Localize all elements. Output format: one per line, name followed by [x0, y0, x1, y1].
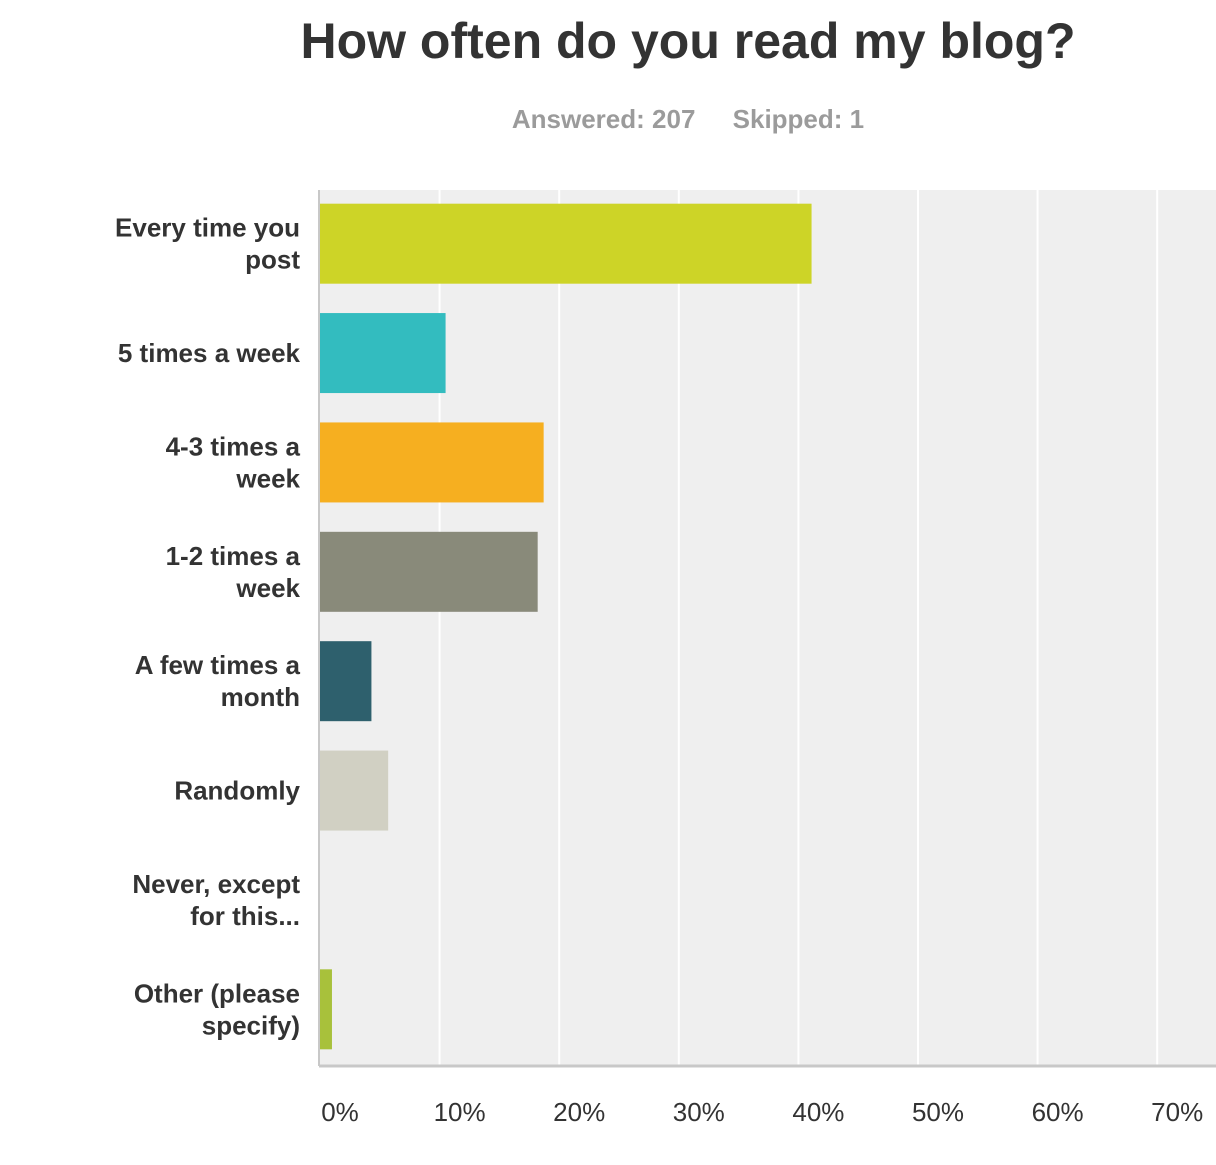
skipped-count: Skipped: 1	[732, 104, 865, 134]
plot-background	[319, 190, 1216, 1065]
x-tick-label: 30%	[673, 1097, 725, 1127]
category-label: A few times a	[135, 650, 301, 680]
category-label: Every time you	[115, 213, 300, 243]
x-tick-label: 10%	[434, 1097, 486, 1127]
gridlines	[438, 190, 1159, 1065]
category-label: Never, except	[132, 869, 300, 899]
category-label: 5 times a week	[118, 338, 301, 368]
bars	[320, 203, 812, 1050]
category-label: specify)	[202, 1010, 300, 1040]
chart-title: How often do you read my blog?	[300, 13, 1076, 69]
category-label: Randomly	[174, 776, 300, 806]
response-stats: Answered: 207 Skipped: 1	[0, 104, 1216, 135]
x-tick-label: 60%	[1032, 1097, 1084, 1127]
bar	[320, 531, 538, 612]
x-tick-label: 70%	[1151, 1097, 1203, 1127]
category-label: for this...	[190, 901, 300, 931]
x-tick-label: 50%	[912, 1097, 964, 1127]
x-tick-label: 0%	[321, 1097, 359, 1127]
category-label: week	[235, 463, 300, 493]
category-label: week	[235, 573, 300, 603]
bar	[320, 969, 332, 1050]
bar	[320, 422, 544, 503]
x-tick-labels: 0% 10% 20% 30% 40% 50% 60% 70%	[321, 1097, 1203, 1127]
answered-count: Answered: 207	[511, 104, 696, 134]
category-label: post	[245, 245, 300, 275]
x-tick-label: 20%	[553, 1097, 605, 1127]
category-label: month	[221, 682, 300, 712]
bar	[320, 203, 812, 284]
category-label: 1-2 times a	[166, 541, 301, 571]
bar	[320, 750, 389, 831]
x-tick-label: 40%	[792, 1097, 844, 1127]
bar	[320, 641, 372, 722]
category-label: Other (please	[134, 978, 300, 1008]
bar	[320, 313, 446, 394]
category-label: 4-3 times a	[166, 431, 301, 461]
